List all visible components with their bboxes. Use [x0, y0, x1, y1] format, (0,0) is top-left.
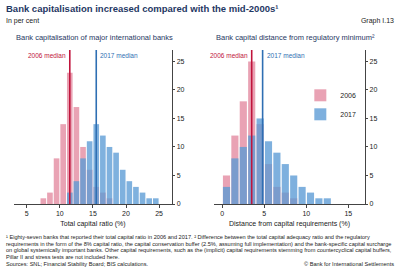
svg-text:20: 20: [122, 210, 130, 217]
svg-text:Distance from capital requirem: Distance from capital requirements (%): [229, 220, 350, 228]
svg-text:2017: 2017: [340, 111, 356, 118]
svg-text:2017 median: 2017 median: [267, 52, 305, 59]
html-text:Sources: SNL; Financial Stabil: Sources: SNL; Financial Stability Board;…: [6, 261, 149, 268]
svg-text:2006 median: 2006 median: [210, 52, 248, 59]
svg-text:2006: 2006: [340, 92, 356, 99]
html-text:© Bank for International Settl: © Bank for International Settlements: [304, 261, 394, 268]
svg-text:0: 0: [370, 200, 374, 207]
html-text:Graph I.13: Graph I.13: [360, 17, 394, 24]
svg-text:10: 10: [177, 143, 185, 150]
svg-text:2017 median: 2017 median: [100, 52, 138, 59]
html-text:In per cent: In per cent: [6, 17, 40, 24]
html-text:Bank capitalisation increased: Bank capitalisation increased compared w…: [6, 3, 279, 14]
svg-text:Bank capitalisation of major i: Bank capitalisation of major internation…: [16, 33, 173, 42]
svg-text:20: 20: [370, 86, 378, 93]
svg-text:15: 15: [89, 210, 97, 217]
svg-text:10: 10: [56, 210, 64, 217]
svg-text:15: 15: [177, 115, 185, 122]
svg-text:0: 0: [220, 210, 224, 217]
svg-text:15: 15: [344, 210, 352, 217]
svg-text:25: 25: [370, 58, 378, 65]
svg-text:15: 15: [370, 115, 378, 122]
svg-text:5: 5: [262, 210, 266, 217]
svg-text:5: 5: [370, 172, 374, 179]
svg-text:10: 10: [370, 143, 378, 150]
svg-text:Total capital ratio (%): Total capital ratio (%): [60, 220, 125, 228]
svg-text:20: 20: [177, 86, 185, 93]
svg-text:10: 10: [302, 210, 310, 217]
svg-text:25: 25: [155, 210, 163, 217]
html-text:¹ Eighty-seven banks that repo: ¹ Eighty-seven banks that reported their…: [6, 234, 392, 260]
svg-text:2006 median: 2006 median: [28, 52, 66, 59]
svg-text:0: 0: [177, 200, 181, 207]
svg-text:5: 5: [25, 210, 29, 217]
svg-text:25: 25: [177, 58, 185, 65]
svg-text:Bank capital distance from reg: Bank capital distance from regulatory mi…: [216, 33, 375, 42]
svg-text:5: 5: [177, 172, 181, 179]
